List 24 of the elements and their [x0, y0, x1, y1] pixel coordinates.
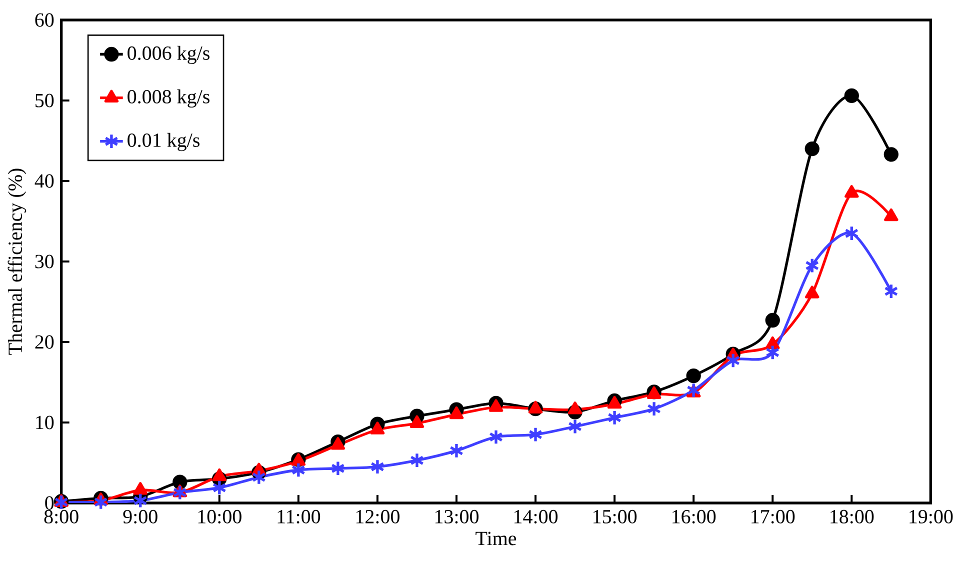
y-tick-label: 60 — [35, 13, 54, 27]
y-tick-label: 30 — [35, 254, 54, 268]
x-tick-label: 10:00 — [198, 510, 242, 524]
legend-label: 0.006 kg/s — [128, 46, 210, 64]
x-tick-label: 16:00 — [672, 510, 716, 524]
x-tick-label: 11:00 — [278, 510, 320, 524]
legend-label: 0.01 kg/s — [128, 132, 200, 152]
x-tick-label: 12:00 — [356, 510, 400, 524]
x-tick-label: 18:00 — [830, 510, 874, 524]
x-tick-label: 14:00 — [514, 510, 558, 524]
y-axis-title: Thermal efficiency (%) — [8, 168, 26, 355]
y-tick-label: 40 — [34, 174, 54, 188]
y-tick-label: 10 — [36, 416, 54, 430]
y-tick-label: 50 — [36, 94, 54, 108]
x-tick-label: 19:00 — [910, 510, 953, 524]
x-tick-label: 13:00 — [435, 510, 479, 524]
x-tick-label: 8:00 — [44, 510, 78, 524]
y-tick-label: 20 — [35, 335, 54, 349]
legend-label: 0.008 kg/s — [128, 89, 210, 108]
x-axis-title: Time — [476, 532, 516, 546]
x-tick-label: 9:00 — [123, 510, 158, 524]
x-tick-label: 15:00 — [594, 510, 637, 524]
x-tick-label: 17:00 — [752, 510, 795, 524]
y-tick-label: 0 — [45, 496, 54, 510]
